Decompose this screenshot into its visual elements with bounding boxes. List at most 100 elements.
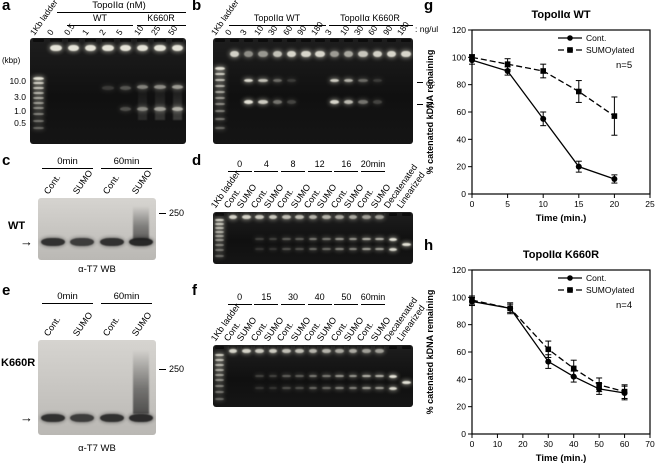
gel-band — [215, 255, 225, 257]
gel-band — [215, 85, 225, 87]
gel-band — [119, 86, 132, 90]
size-marker: 3.0 — [14, 92, 26, 102]
gel-band — [99, 414, 124, 422]
gel-band — [215, 223, 225, 225]
data-marker-square — [507, 305, 513, 312]
gel-band — [335, 374, 345, 378]
lane-label: SUMO — [130, 310, 154, 338]
y-tick-label: 80 — [457, 320, 467, 330]
n-annotation: n=5 — [616, 60, 632, 71]
gel-band — [286, 51, 297, 57]
gel-band — [67, 45, 80, 51]
data-marker-square — [469, 54, 475, 61]
y-tick-label: 40 — [457, 134, 467, 144]
gel-band — [268, 374, 278, 378]
gel-band — [136, 85, 149, 89]
lane-label: 3 — [323, 27, 335, 37]
gel-well — [228, 213, 238, 216]
gel-band — [348, 247, 358, 251]
x-tick-label: 70 — [645, 439, 655, 449]
time-header: 60min — [360, 292, 386, 302]
chart-title: TopoIIα WT — [531, 9, 590, 21]
gel-band — [255, 349, 265, 353]
panel-d-label: d — [192, 152, 202, 169]
gel-well — [119, 39, 132, 42]
wb-caption: α-T7 WB — [78, 264, 116, 275]
gel-well — [32, 39, 45, 42]
western-blot-wt — [38, 198, 156, 260]
x-tick-label: 20 — [610, 199, 620, 209]
x-axis-label: Time (min.) — [536, 213, 587, 224]
gel-band — [215, 118, 225, 120]
gel-band — [372, 78, 382, 82]
gel-band — [321, 237, 331, 241]
gel-band — [32, 76, 45, 80]
gel-well — [315, 39, 325, 42]
gel-band — [32, 120, 45, 122]
band-arrow-icon: → — [20, 234, 33, 249]
gel-band — [348, 237, 358, 241]
gel-band — [255, 247, 265, 251]
gel-band — [32, 127, 45, 129]
gel-band — [215, 110, 225, 112]
gel-band — [308, 237, 318, 241]
gel-band — [272, 78, 282, 82]
x-tick-label: 60 — [620, 439, 630, 449]
size-dash — [159, 213, 166, 215]
gel-band — [335, 215, 345, 219]
gel-band — [401, 51, 411, 57]
band-marker: oc — [426, 78, 435, 88]
time-underline — [361, 304, 385, 305]
gel-band — [375, 374, 385, 378]
gel-band — [32, 92, 45, 94]
gel-band — [361, 386, 371, 390]
unit-label: : ng/ul — [415, 24, 439, 34]
gel-band — [361, 349, 371, 353]
gel-band — [215, 78, 225, 82]
time-header-60min: 60min — [113, 156, 140, 167]
gel-band — [255, 237, 265, 241]
gel-well — [281, 346, 291, 349]
gel-well — [295, 213, 305, 216]
time-header: 16 — [341, 159, 352, 169]
gel-band — [258, 78, 268, 82]
gel-well — [268, 213, 278, 216]
time-header: 30 — [287, 292, 298, 302]
data-marker-square — [570, 365, 577, 372]
gel-band — [308, 386, 318, 390]
gel-band — [99, 238, 124, 246]
gel-well — [102, 39, 114, 42]
row-label-wt: WT — [8, 220, 26, 232]
gel-band — [348, 215, 358, 219]
gel-band — [295, 247, 305, 251]
band-marker: cc — [426, 100, 435, 110]
size-marker-250: 250 — [169, 364, 185, 374]
group-underline — [329, 25, 413, 26]
gel-band — [32, 81, 45, 85]
gel-band — [255, 215, 265, 219]
x-tick-label: 10 — [493, 439, 503, 449]
panel-f-label: f — [192, 282, 197, 299]
gel-band — [281, 247, 291, 251]
gel-band — [136, 107, 149, 111]
header-underline — [57, 12, 186, 13]
gel-band — [388, 386, 398, 390]
gel-band — [272, 100, 282, 104]
gel-band — [268, 215, 278, 219]
gel-band — [375, 349, 385, 353]
panel-h: h 0 10 20 30 40 50 60 70 0 20 40 60 80 100 120 TopoIIα … — [420, 237, 664, 476]
group-underline — [229, 25, 326, 26]
gel-band — [308, 215, 318, 219]
panel-f: f 1Kb ladder 0 Cont. SUMO 15 Cont. SUMO 30 Cont.… — [190, 282, 430, 476]
gel-b — [213, 38, 413, 144]
gel-well — [321, 213, 331, 216]
gel-band — [295, 349, 305, 353]
gel-band — [344, 51, 354, 57]
panel-b: b TopoIIα WT TopoIIα K660R 1Kb ladder 0 3 1… — [190, 0, 438, 150]
gel-well — [255, 346, 265, 349]
gel-well — [335, 346, 345, 349]
panel-g-label: g — [424, 0, 434, 14]
gel-band — [84, 45, 97, 51]
gel-band — [215, 127, 225, 129]
panel-c-label: c — [2, 152, 11, 169]
